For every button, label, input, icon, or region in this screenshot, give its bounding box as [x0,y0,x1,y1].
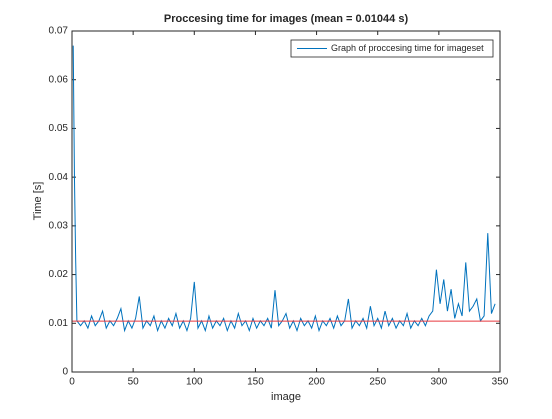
x-tick-label: 100 [186,377,203,388]
x-tick-label: 0 [69,377,75,388]
data-line [72,45,496,333]
x-tick-label: 250 [369,377,386,388]
y-tick-label: 0.04 [49,172,69,183]
x-tick-label: 50 [128,377,140,388]
y-tick-label: 0 [62,367,68,378]
y-tick-label: 0.07 [49,26,69,37]
y-axis-label: Time [s] [32,182,44,221]
x-tick-label: 350 [492,377,509,388]
y-tick-label: 0.01 [49,318,69,329]
x-tick-label: 300 [431,377,448,388]
y-tick-label: 0.05 [49,123,69,134]
x-tick-label: 200 [308,377,325,388]
y-tick-label: 0.03 [49,220,69,231]
x-axis-label: image [271,391,301,403]
x-tick-label: 150 [247,377,264,388]
y-tick-label: 0.02 [49,269,69,280]
axes-box [71,30,501,373]
legend-box [290,39,494,58]
y-tick-label: 0.06 [49,74,69,85]
chart-title: Proccesing time for images (mean = 0.010… [164,13,409,25]
legend-label: Graph of proccesing time for imageset [331,43,484,53]
